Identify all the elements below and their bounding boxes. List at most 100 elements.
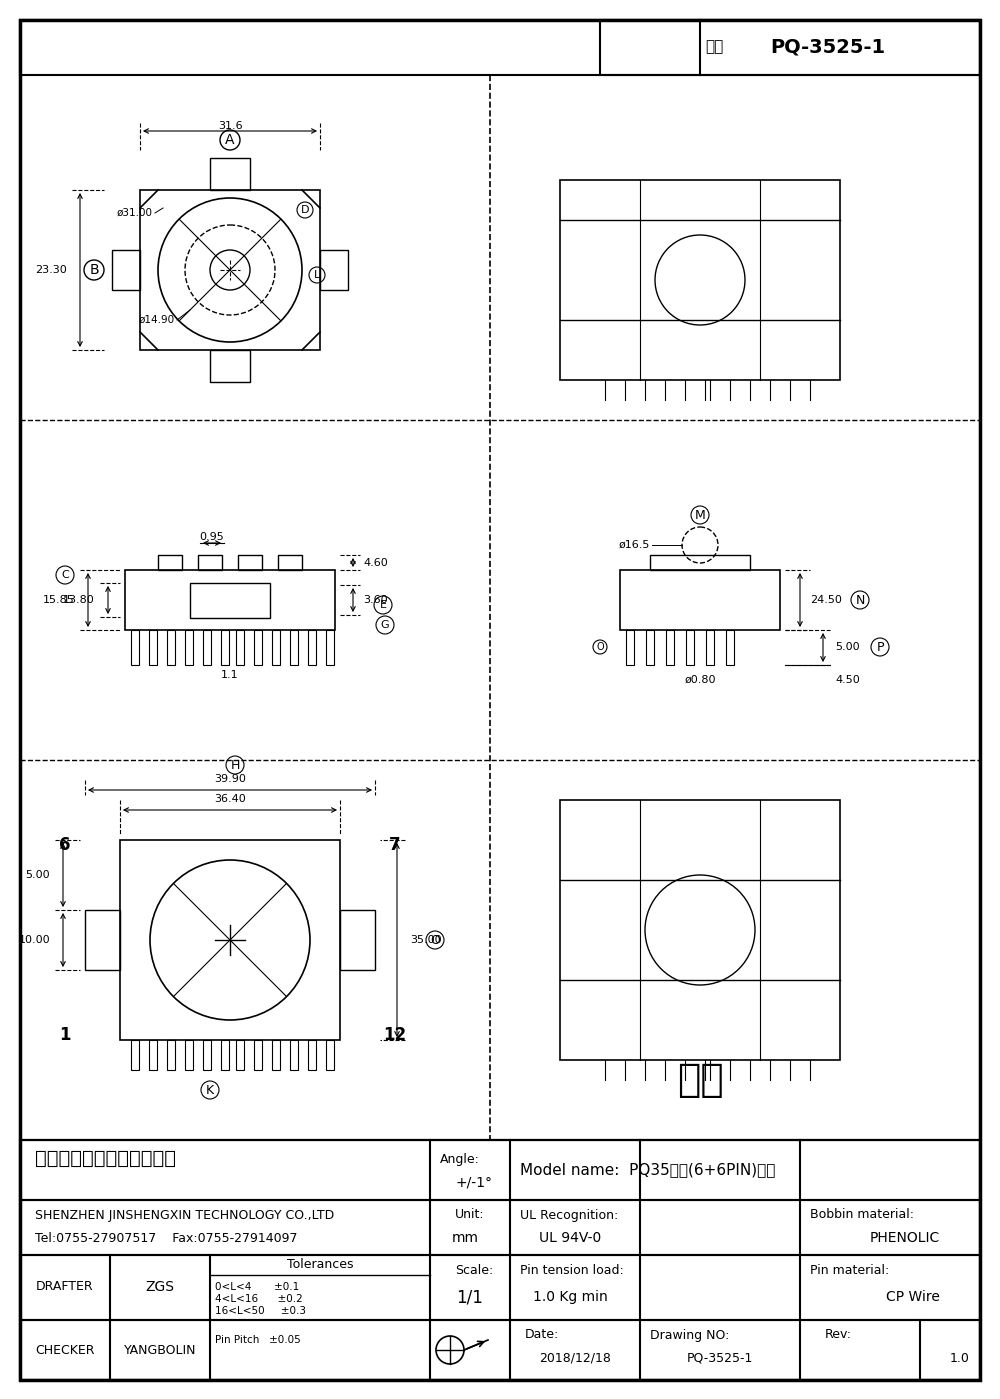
Text: 24.50: 24.50 bbox=[810, 595, 842, 604]
Bar bbox=[650, 555, 750, 569]
Text: ø31.00: ø31.00 bbox=[117, 208, 153, 218]
Text: H: H bbox=[230, 758, 240, 771]
Bar bbox=[221, 1039, 229, 1070]
Text: Rev:: Rev: bbox=[825, 1329, 852, 1342]
Bar bbox=[140, 190, 320, 350]
Bar bbox=[320, 250, 348, 290]
Bar bbox=[272, 1039, 280, 1070]
Text: 1: 1 bbox=[59, 1025, 71, 1044]
Text: 2018/12/18: 2018/12/18 bbox=[539, 1351, 611, 1364]
Text: 23.30: 23.30 bbox=[35, 264, 67, 276]
Text: CHECKER: CHECKER bbox=[35, 1343, 95, 1357]
Text: O: O bbox=[596, 642, 604, 652]
Bar bbox=[254, 1039, 262, 1070]
Text: 4.50: 4.50 bbox=[835, 674, 860, 686]
Text: mm: mm bbox=[452, 1231, 479, 1245]
Text: 5.00: 5.00 bbox=[25, 870, 50, 880]
Text: PHENOLIC: PHENOLIC bbox=[870, 1231, 940, 1245]
Bar bbox=[210, 158, 250, 190]
Bar bbox=[112, 250, 140, 290]
Bar bbox=[238, 555, 262, 569]
Bar bbox=[646, 630, 654, 665]
Text: Unit:: Unit: bbox=[455, 1209, 485, 1221]
Text: K: K bbox=[206, 1083, 214, 1097]
Text: DRAFTER: DRAFTER bbox=[36, 1280, 94, 1294]
Bar bbox=[20, 1321, 980, 1379]
Bar bbox=[600, 20, 980, 76]
Text: Angle:: Angle: bbox=[440, 1154, 480, 1167]
Text: 4<L<16      ±0.2: 4<L<16 ±0.2 bbox=[215, 1294, 303, 1304]
Bar bbox=[125, 569, 335, 630]
Text: +/-1°: +/-1° bbox=[455, 1175, 492, 1189]
Text: PQ-3525-1: PQ-3525-1 bbox=[687, 1351, 753, 1364]
Bar bbox=[203, 630, 211, 665]
Bar bbox=[198, 555, 222, 569]
Bar bbox=[190, 583, 270, 618]
Text: 1.0: 1.0 bbox=[950, 1351, 970, 1364]
Text: 6: 6 bbox=[59, 837, 71, 853]
Text: CP Wire: CP Wire bbox=[886, 1290, 940, 1304]
Text: Pin tension load:: Pin tension load: bbox=[520, 1263, 624, 1276]
Bar bbox=[131, 1039, 139, 1070]
Bar bbox=[185, 630, 193, 665]
Bar bbox=[326, 1039, 334, 1070]
Text: Tolerances: Tolerances bbox=[287, 1259, 353, 1272]
Bar bbox=[185, 1039, 193, 1070]
Bar bbox=[20, 1140, 980, 1379]
Bar bbox=[686, 630, 694, 665]
Text: Pin Pitch   ±0.05: Pin Pitch ±0.05 bbox=[215, 1335, 301, 1344]
Text: Pin material:: Pin material: bbox=[810, 1263, 889, 1276]
Text: 13.80: 13.80 bbox=[63, 595, 95, 604]
Bar bbox=[726, 630, 734, 665]
Bar bbox=[254, 630, 262, 665]
Text: 深圳市金盛鑫科技有限公司: 深圳市金盛鑫科技有限公司 bbox=[35, 1149, 176, 1168]
Text: ZGS: ZGS bbox=[146, 1280, 175, 1294]
Text: 7: 7 bbox=[389, 837, 401, 853]
Bar bbox=[20, 20, 980, 76]
Bar bbox=[158, 555, 182, 569]
Text: O: O bbox=[430, 933, 440, 947]
Text: UL 94V-0: UL 94V-0 bbox=[539, 1231, 601, 1245]
Text: 矮款: 矮款 bbox=[677, 1060, 723, 1100]
Bar bbox=[149, 1039, 157, 1070]
Text: L: L bbox=[314, 270, 320, 280]
Text: 1/1: 1/1 bbox=[457, 1288, 483, 1307]
Bar bbox=[167, 1039, 175, 1070]
Text: 39.90: 39.90 bbox=[214, 774, 246, 783]
Text: Model name:  PQ35立式(6+6PIN)矮款: Model name: PQ35立式(6+6PIN)矮款 bbox=[520, 1163, 775, 1178]
Text: 36.40: 36.40 bbox=[214, 795, 246, 804]
Text: 31.6: 31.6 bbox=[218, 120, 242, 132]
Bar bbox=[326, 630, 334, 665]
Bar bbox=[290, 1039, 298, 1070]
Text: ø14.90: ø14.90 bbox=[139, 315, 175, 325]
Bar bbox=[278, 555, 302, 569]
Text: 5.00: 5.00 bbox=[835, 642, 860, 652]
Text: 12: 12 bbox=[383, 1025, 407, 1044]
Bar bbox=[20, 1140, 980, 1200]
Bar bbox=[167, 630, 175, 665]
Text: UL Recognition:: UL Recognition: bbox=[520, 1209, 618, 1221]
Text: 3.60: 3.60 bbox=[363, 595, 388, 604]
Text: ø16.5: ø16.5 bbox=[619, 540, 650, 550]
Bar bbox=[308, 630, 316, 665]
Text: G: G bbox=[381, 620, 389, 630]
Bar bbox=[120, 839, 340, 1039]
Bar bbox=[149, 630, 157, 665]
Bar bbox=[20, 1255, 980, 1321]
Text: Tel:0755-27907517    Fax:0755-27914097: Tel:0755-27907517 Fax:0755-27914097 bbox=[35, 1231, 298, 1245]
Text: SHENZHEN JINSHENGXIN TECHNOLOGY CO.,LTD: SHENZHEN JINSHENGXIN TECHNOLOGY CO.,LTD bbox=[35, 1209, 334, 1221]
Bar bbox=[308, 1039, 316, 1070]
Bar bbox=[666, 630, 674, 665]
Text: PQ-3525-1: PQ-3525-1 bbox=[770, 38, 885, 56]
Bar bbox=[210, 350, 250, 382]
Text: B: B bbox=[89, 263, 99, 277]
Bar bbox=[236, 630, 244, 665]
Text: 10.00: 10.00 bbox=[18, 935, 50, 944]
Bar bbox=[85, 909, 120, 970]
Text: 16<L<50     ±0.3: 16<L<50 ±0.3 bbox=[215, 1307, 306, 1316]
Bar bbox=[20, 20, 980, 1140]
Text: 1.1: 1.1 bbox=[221, 670, 239, 680]
Text: 型号: 型号 bbox=[705, 39, 723, 55]
Text: N: N bbox=[855, 593, 865, 607]
Bar bbox=[20, 1200, 980, 1255]
